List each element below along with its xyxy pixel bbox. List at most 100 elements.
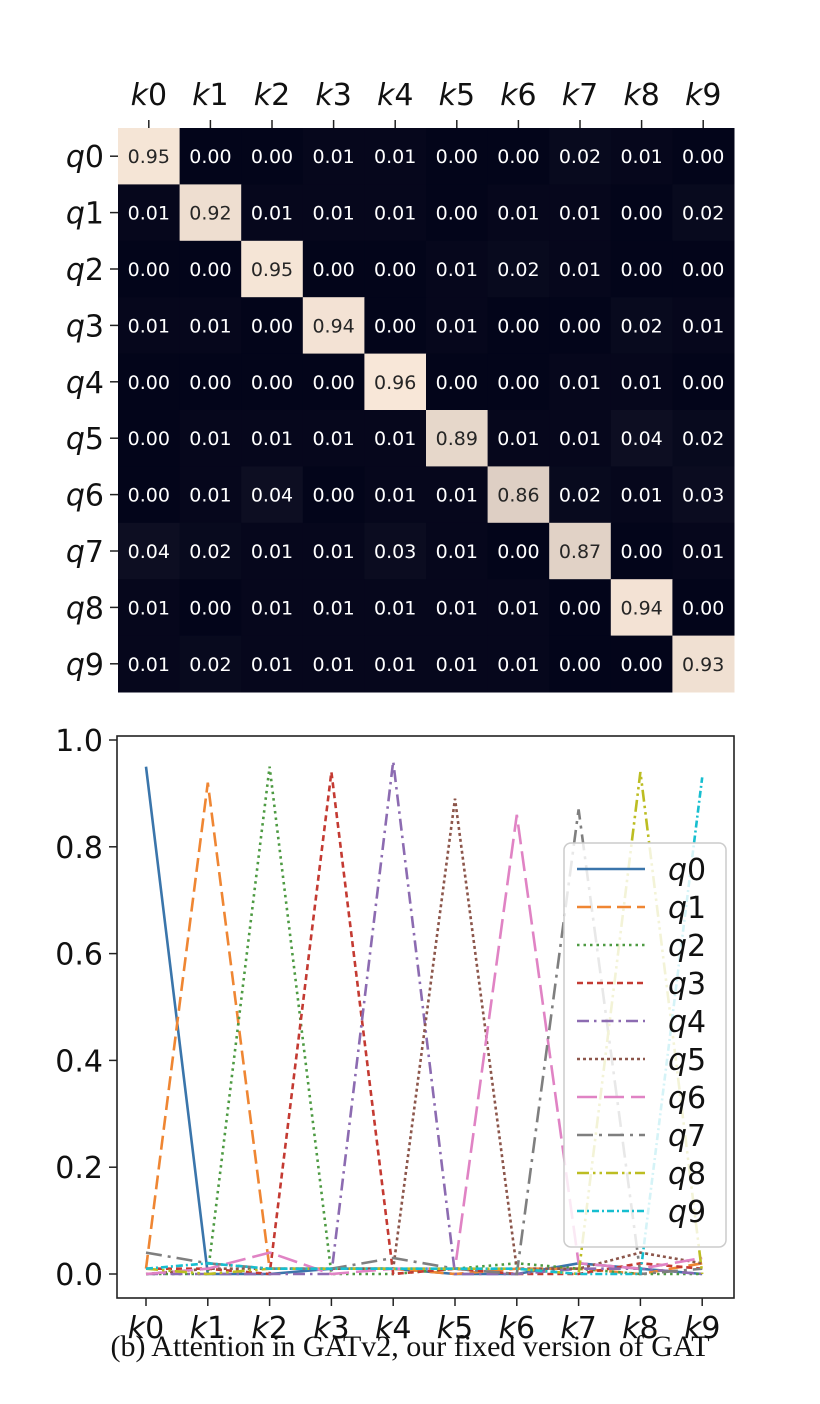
legend-label-q1-digit: 1 xyxy=(687,891,706,926)
heatmap-cell-q2-k3 xyxy=(302,240,365,298)
legend-label-q6-letter: q xyxy=(668,1081,687,1116)
heatmap-cell-q4-k8 xyxy=(610,353,673,411)
heatmap-col-label-k4-letter: k xyxy=(377,78,396,113)
heatmap-cell-q3-k0 xyxy=(118,297,181,355)
heatmap-cell-q5-k4 xyxy=(364,410,427,467)
heatmap-cell-q9-k3 xyxy=(302,635,365,693)
heatmap-value-q1-k8: 0.00 xyxy=(620,203,662,225)
heatmap-cell-q3-k6 xyxy=(487,297,550,355)
heatmap-value-q5-k8: 0.04 xyxy=(620,428,662,450)
x-tick-label-k1-letter: k xyxy=(190,1311,209,1346)
heatmap-value-q5-k7: 0.01 xyxy=(559,428,601,450)
x-tick-label-k0: k0 xyxy=(128,1311,164,1346)
heatmap-cell-q9-k2 xyxy=(241,635,304,693)
heatmap-row-label-q5: q5 xyxy=(66,422,104,457)
heatmap-value-q5-k2: 0.01 xyxy=(251,428,293,450)
x-tick-label-k4-letter: k xyxy=(375,1311,394,1346)
x-tick-label-k8-letter: k xyxy=(622,1311,641,1346)
heatmap-cell-q1-k2 xyxy=(241,184,304,242)
heatmap-cell-q0-k7 xyxy=(549,128,612,185)
heatmap-cell-q9-k8 xyxy=(610,635,673,693)
heatmap-cell-q5-k5 xyxy=(426,410,489,467)
heatmap-value-q5-k6: 0.01 xyxy=(497,428,539,450)
legend-label-q5-digit: 5 xyxy=(687,1043,706,1078)
attention-heatmap: 0.95 0.00 0.00 0.01 0.01 0.00 0.00 0.02 0.01 0.00… xyxy=(66,78,735,693)
heatmap-cell-q8-k6 xyxy=(487,579,550,637)
heatmap-row-label-q8-letter: q xyxy=(66,591,85,626)
heatmap-row-label-q3: q3 xyxy=(66,309,104,344)
heatmap-cell-q1-k3 xyxy=(302,184,365,242)
x-tick-label-k8-digit: 8 xyxy=(640,1311,659,1346)
heatmap-value-q6-k8: 0.01 xyxy=(620,485,662,507)
heatmap-value-q8-k5: 0.01 xyxy=(436,597,478,619)
heatmap-value-q9-k2: 0.01 xyxy=(251,654,293,676)
heatmap-row-label-q9-letter: q xyxy=(66,648,85,683)
x-tick-label-k2: k2 xyxy=(251,1311,287,1346)
heatmap-value-q0-k5: 0.00 xyxy=(436,146,478,168)
heatmap-col-label-k3: k3 xyxy=(315,78,351,113)
y-tick-label-0.6: 0.6 xyxy=(55,938,103,973)
heatmap-value-q9-k4: 0.01 xyxy=(374,654,416,676)
heatmap-cell-q8-k4 xyxy=(364,579,427,637)
heatmap-col-label-k7: k7 xyxy=(562,78,598,113)
heatmap-cell-q4-k4 xyxy=(364,353,427,411)
legend-label-q6-digit: 6 xyxy=(687,1081,706,1116)
heatmap-cell-q4-k6 xyxy=(487,353,550,411)
heatmap-value-q3-k9: 0.01 xyxy=(682,315,724,337)
legend-label-q5: q5 xyxy=(668,1043,706,1078)
heatmap-row-label-q4: q4 xyxy=(66,366,104,401)
heatmap-row-label-q9-digit: 9 xyxy=(85,648,104,683)
heatmap-cell-q0-k4 xyxy=(364,128,427,185)
heatmap-cell-q3-k7 xyxy=(549,297,612,355)
x-tick-label-k7: k7 xyxy=(560,1311,596,1346)
heatmap-col-label-k7-letter: k xyxy=(562,78,581,113)
heatmap-value-q9-k6: 0.01 xyxy=(497,654,539,676)
heatmap-cell-q9-k6 xyxy=(487,635,550,693)
heatmap-value-q6-k4: 0.01 xyxy=(374,485,416,507)
legend-label-q0-digit: 0 xyxy=(687,853,706,888)
heatmap-cell-q2-k9 xyxy=(672,240,735,298)
legend-label-q0-letter: q xyxy=(668,853,687,888)
x-tick-label-k3: k3 xyxy=(313,1311,349,1346)
legend-label-q1-letter: q xyxy=(668,891,687,926)
x-tick-label-k8: k8 xyxy=(622,1311,658,1346)
heatmap-cell-q5-k7 xyxy=(549,410,612,467)
heatmap-cell-q2-k1 xyxy=(179,240,242,298)
heatmap-value-q2-k7: 0.01 xyxy=(559,259,601,281)
heatmap-cell-q1-k8 xyxy=(610,184,673,242)
x-tick-label-k0-letter: k xyxy=(128,1311,147,1346)
heatmap-col-label-k0-digit: 0 xyxy=(148,78,167,113)
heatmap-value-q9-k0: 0.01 xyxy=(128,654,170,676)
heatmap-cell-q7-k9 xyxy=(672,522,735,580)
heatmap-col-label-k6-letter: k xyxy=(500,78,519,113)
heatmap-value-q0-k6: 0.00 xyxy=(497,146,539,168)
heatmap-cell-q6-k7 xyxy=(549,466,612,524)
heatmap-row-label-q8-digit: 8 xyxy=(85,591,104,626)
heatmap-cell-q0-k3 xyxy=(302,128,365,185)
heatmap-value-q1-k2: 0.01 xyxy=(251,203,293,225)
legend-label-q4: q4 xyxy=(668,1005,706,1040)
heatmap-row-label-q7-letter: q xyxy=(66,535,85,570)
x-tick-label-k5-letter: k xyxy=(437,1311,456,1346)
heatmap-cell-q6-k1 xyxy=(179,466,242,524)
heatmap-value-q2-k8: 0.00 xyxy=(620,259,662,281)
plot-frame xyxy=(116,735,735,1299)
heatmap-cell-q0-k2 xyxy=(241,128,304,185)
legend-label-q2-letter: q xyxy=(668,929,687,964)
heatmap-value-q5-k5: 0.89 xyxy=(436,428,478,450)
heatmap-value-q2-k4: 0.00 xyxy=(374,259,416,281)
x-tick-label-k2-letter: k xyxy=(251,1311,270,1346)
x-tick-label-k4: k4 xyxy=(375,1311,411,1346)
heatmap-value-q1-k6: 0.01 xyxy=(497,203,539,225)
heatmap-value-q2-k1: 0.00 xyxy=(189,259,231,281)
heatmap-value-q4-k5: 0.00 xyxy=(436,372,478,394)
legend-label-q8-digit: 8 xyxy=(687,1157,706,1192)
legend-label-q9-letter: q xyxy=(668,1195,687,1230)
legend-label-q6: q6 xyxy=(668,1081,706,1116)
legend-label-q3-digit: 3 xyxy=(687,967,706,1002)
heatmap-value-q0-k3: 0.01 xyxy=(312,146,354,168)
heatmap-value-q9-k9: 0.93 xyxy=(682,654,724,676)
heatmap-cell-q2-k0 xyxy=(118,240,181,298)
x-tick-label-k5: k5 xyxy=(437,1311,473,1346)
heatmap-value-q3-k0: 0.01 xyxy=(128,315,170,337)
